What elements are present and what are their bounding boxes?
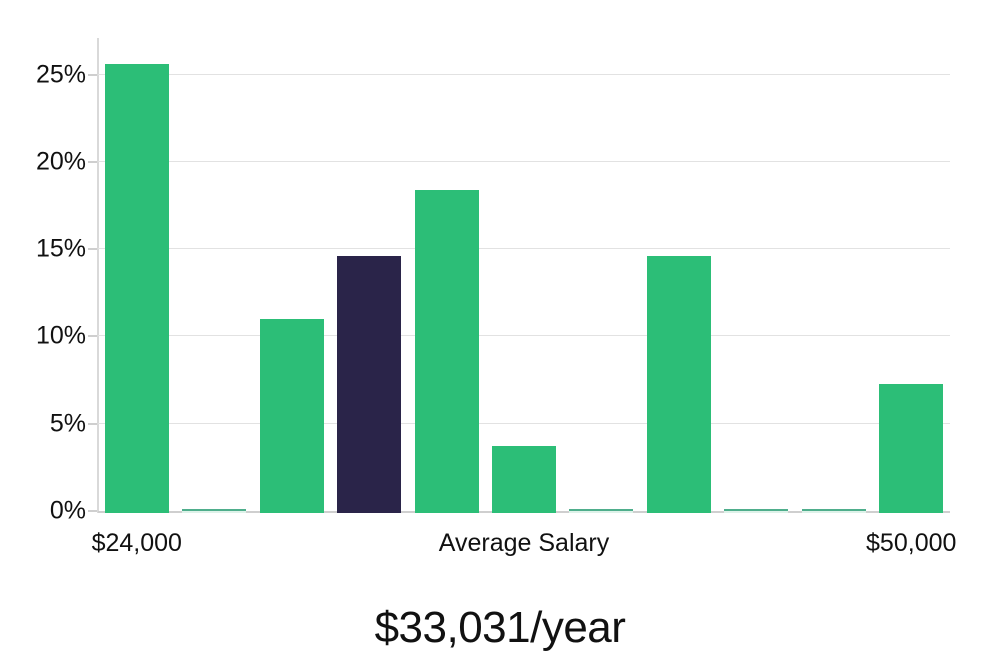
grid-line bbox=[98, 335, 950, 337]
y-tick-label: 15% bbox=[35, 234, 86, 263]
y-tick-label: 0% bbox=[49, 496, 86, 525]
x-tick-label: $24,000 bbox=[91, 529, 182, 557]
bar bbox=[569, 509, 634, 513]
bar bbox=[259, 319, 324, 513]
bar bbox=[801, 509, 866, 513]
bar bbox=[414, 189, 479, 513]
bar bbox=[182, 509, 247, 513]
y-tick-mark bbox=[88, 422, 97, 425]
bar-highlighted-average bbox=[337, 256, 402, 513]
average-salary-title: $33,031/year bbox=[374, 603, 626, 652]
y-tick-mark bbox=[88, 335, 97, 338]
y-tick-mark bbox=[88, 160, 97, 163]
grid-line bbox=[98, 248, 950, 250]
x-tick-label: Average Salary bbox=[438, 529, 610, 557]
y-tick-mark bbox=[88, 248, 97, 251]
y-tick-label: 5% bbox=[49, 409, 86, 438]
y-tick-label: 20% bbox=[35, 147, 86, 176]
bar bbox=[646, 256, 711, 513]
y-tick-label: 10% bbox=[35, 321, 86, 350]
bar bbox=[492, 446, 556, 513]
bar bbox=[879, 383, 944, 513]
grid-line bbox=[98, 422, 950, 424]
x-tick-label: $50,000 bbox=[866, 529, 957, 557]
y-tick-mark bbox=[88, 510, 97, 512]
bar bbox=[104, 64, 169, 513]
y-tick-mark bbox=[88, 73, 97, 76]
plot-area: 0% 5% 10% 15% 20% 25% $24,000 Average Salary $5… bbox=[36, 38, 956, 556]
grid-line bbox=[98, 160, 950, 162]
bar bbox=[724, 509, 789, 513]
y-axis-line bbox=[97, 38, 99, 513]
grid-line bbox=[98, 73, 950, 75]
y-tick-label: 25% bbox=[35, 60, 86, 89]
